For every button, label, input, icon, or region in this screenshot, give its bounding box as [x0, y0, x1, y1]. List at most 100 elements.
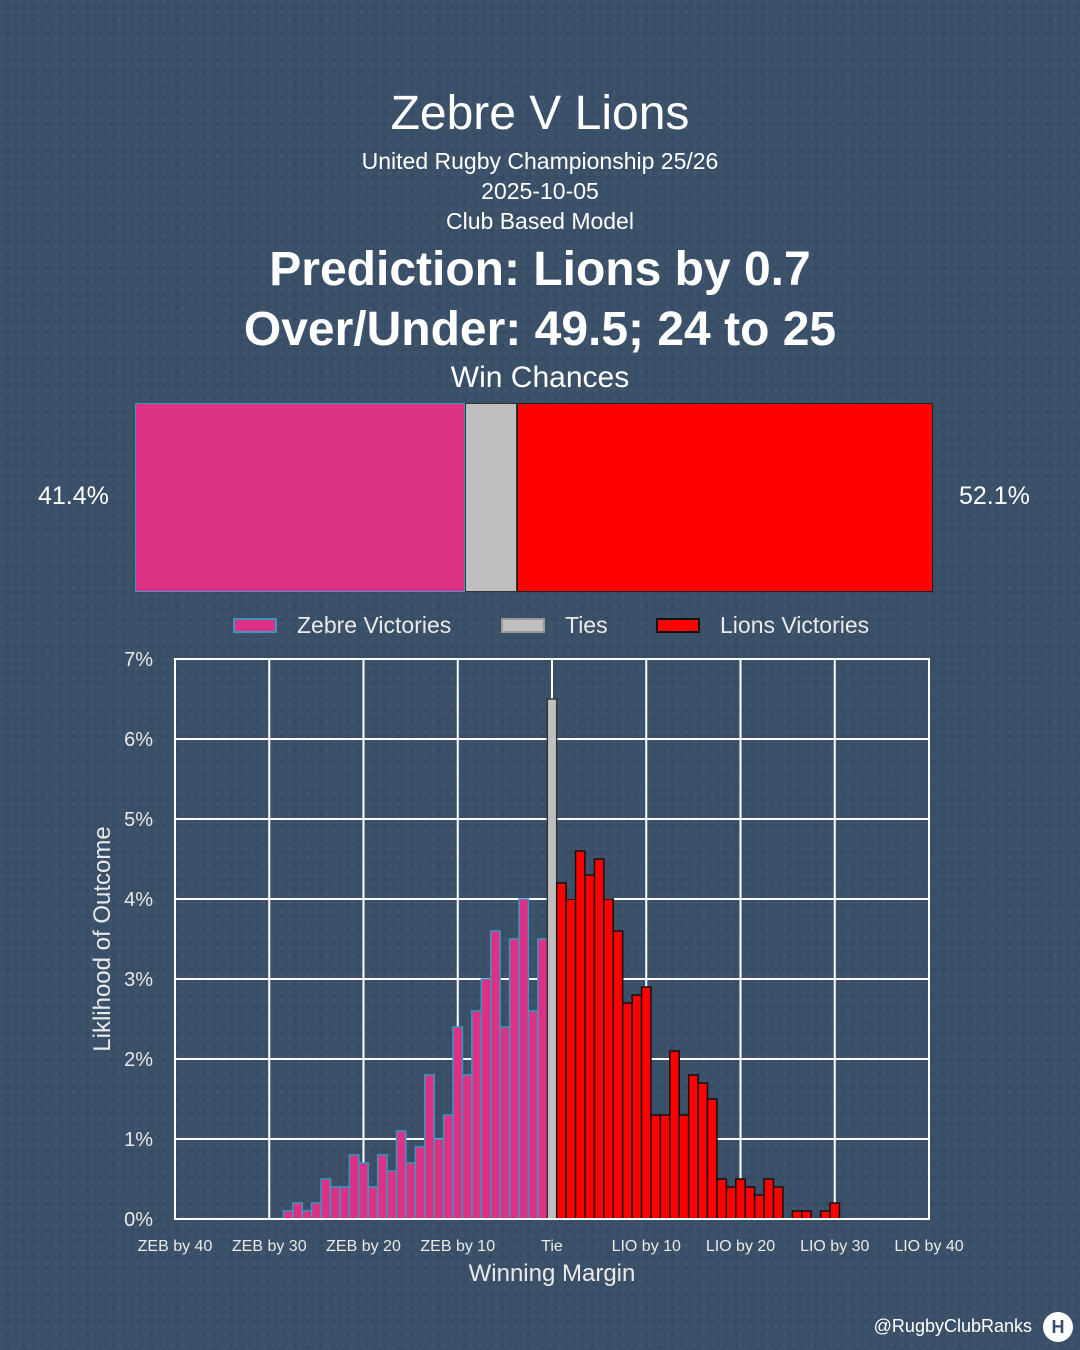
zebre-bar	[461, 1074, 473, 1220]
y-tick-label: 4%	[124, 889, 153, 911]
zebre-bar	[480, 978, 492, 1220]
over-under-label: Over/Under: 49.5; 24 to 25	[243, 303, 837, 356]
x-axis-label: Winning Margin	[469, 1260, 636, 1287]
lions-bar	[735, 1178, 746, 1220]
y-tick-label: 5%	[124, 809, 153, 831]
twitter-handle: @RugbyClubRanks	[873, 1316, 1032, 1336]
legend-item-lions: Lions Victories	[656, 612, 869, 639]
win-chances-bar	[135, 403, 933, 592]
x-tick-label: ZEB by 40	[138, 1238, 213, 1255]
zebre-bar	[471, 1010, 483, 1220]
lions-bar	[574, 850, 586, 1220]
zebre-bar	[339, 1186, 351, 1220]
zebre-bar	[442, 1114, 454, 1220]
zebre-bar	[424, 1074, 435, 1220]
legend-label-ties: Ties	[565, 612, 608, 638]
legend-item-ties: Ties	[501, 612, 608, 639]
lions-swatch	[656, 618, 700, 633]
y-tick-label: 0%	[124, 1209, 153, 1231]
zebre-bar	[282, 1210, 294, 1220]
lions-bar	[603, 898, 615, 1220]
win-chances-title: Win Chances	[450, 361, 630, 394]
prediction-label: Prediction: Lions by 0.7	[269, 243, 811, 296]
lions-bar	[659, 1114, 671, 1220]
lions-bar	[697, 1082, 709, 1220]
zebre-bar	[508, 938, 520, 1220]
zebre-segment	[135, 403, 466, 592]
lions-bar	[753, 1194, 765, 1220]
zebre-bar	[301, 1210, 313, 1220]
lions-bar	[725, 1186, 737, 1220]
lions-bar	[593, 858, 605, 1220]
margin-histogram: 0% 1% 2% 3% 4% 5% 6% 7% ZEB by 40 ZEB by 30 ZEB by…	[89, 649, 964, 1287]
legend: Zebre Victories Ties Lions Victories	[0, 612, 1080, 642]
lions-bar	[791, 1210, 803, 1220]
zebre-bar	[367, 1186, 379, 1220]
y-axis-label: Liklihood of Outcome	[89, 826, 116, 1051]
zebre-bar	[329, 1186, 341, 1220]
zebre-bar	[358, 1162, 369, 1220]
x-tick-label: ZEB by 30	[232, 1238, 307, 1255]
page-title: Zebre V Lions	[390, 87, 690, 140]
ties-segment	[465, 403, 518, 592]
lions-bar	[763, 1178, 775, 1220]
zebre-bar	[376, 1154, 388, 1220]
zebre-bar	[527, 1010, 539, 1220]
lions-bar	[706, 1098, 718, 1220]
y-tick-label: 7%	[124, 649, 153, 671]
lions-bar	[678, 1114, 690, 1220]
prediction-block: Prediction: Lions by 0.7 Over/Under: 49.…	[0, 240, 1080, 360]
x-tick-label: LIO by 10	[612, 1238, 681, 1255]
lions-bar	[801, 1210, 812, 1220]
lions-bar	[829, 1202, 841, 1220]
zebre-swatch	[233, 618, 277, 633]
zebre-bar	[310, 1202, 322, 1220]
date-label: 2025-10-05	[481, 178, 599, 204]
lions-bar	[612, 930, 624, 1220]
y-tick-label: 3%	[124, 969, 153, 991]
zebre-bar	[518, 898, 530, 1220]
x-tick-label: LIO by 40	[894, 1238, 963, 1255]
match-info: United Rugby Championship 25/26 2025-10-…	[0, 146, 1080, 236]
lions-bar	[555, 882, 567, 1220]
lions-bar	[772, 1186, 784, 1220]
zebre-bar	[386, 1170, 398, 1220]
competition-label: United Rugby Championship 25/26	[361, 148, 719, 174]
zebre-bar	[433, 1138, 445, 1220]
zebre-bar	[292, 1202, 303, 1220]
zebre-bar	[537, 938, 549, 1220]
zebre-bar	[395, 1130, 407, 1220]
x-tick-label: ZEB by 20	[326, 1238, 401, 1255]
lions-bar	[716, 1178, 728, 1220]
y-tick-label: 1%	[124, 1129, 153, 1151]
brand-logo: H	[1043, 1312, 1073, 1342]
legend-label-lions: Lions Victories	[720, 612, 870, 638]
lions-bar	[621, 1002, 633, 1220]
plot-frame	[174, 658, 930, 1220]
x-tick-label: LIO by 20	[706, 1238, 775, 1255]
lions-bar	[584, 874, 596, 1220]
model-label: Club Based Model	[446, 208, 634, 234]
lions-bar	[744, 1186, 756, 1220]
lions-bar	[687, 1074, 699, 1220]
lions-bar	[819, 1210, 831, 1220]
y-tick-label: 2%	[124, 1049, 153, 1071]
x-tick-label: LIO by 30	[800, 1238, 869, 1255]
tie-bar	[546, 698, 558, 1220]
x-tick-label: ZEB by 10	[420, 1238, 495, 1255]
lions-bar	[669, 1050, 680, 1220]
lions-bar	[650, 1114, 662, 1220]
lions-bar	[631, 994, 643, 1220]
legend-label-zebre: Zebre Victories	[297, 612, 452, 638]
lions-bar	[565, 898, 577, 1220]
x-tick-label: Tie	[541, 1238, 563, 1255]
lions-win-pct: 52.1%	[959, 482, 1030, 510]
zebre-bar	[348, 1154, 360, 1220]
zebre-bar	[405, 1162, 417, 1220]
zebre-win-pct: 41.4%	[38, 482, 109, 510]
lions-segment	[517, 403, 933, 592]
zebre-bar	[499, 1026, 511, 1220]
zebre-bar	[489, 930, 501, 1220]
zebre-bar	[452, 1026, 464, 1220]
zebre-bar	[414, 1146, 426, 1220]
